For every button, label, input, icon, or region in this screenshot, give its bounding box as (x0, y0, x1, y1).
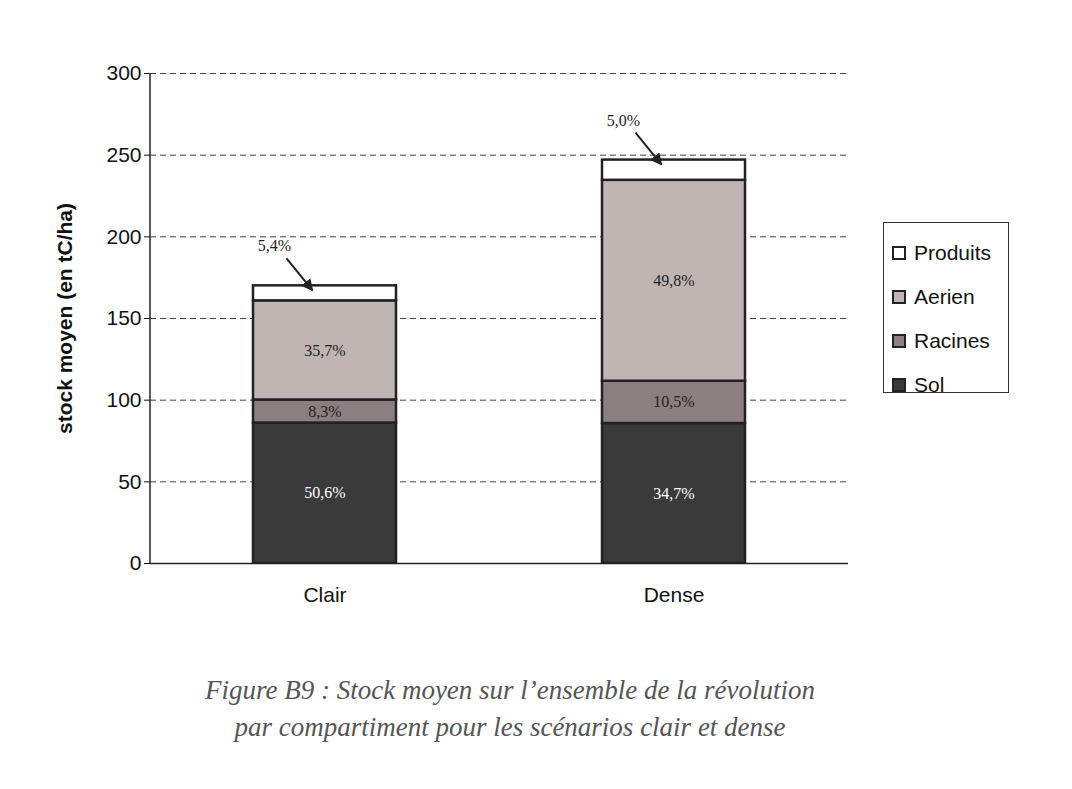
svg-text:5,4%: 5,4% (258, 237, 291, 254)
svg-text:5,0%: 5,0% (607, 112, 640, 129)
svg-text:8,3%: 8,3% (308, 403, 341, 420)
svg-text:Dense: Dense (644, 583, 705, 606)
svg-text:50,6%: 50,6% (304, 484, 345, 501)
html-text:par compartiment pour les scén: par compartiment pour les scénarios clai… (234, 712, 786, 742)
html-text:Figure B9 : Stock moyen sur l’: Figure B9 : Stock moyen sur l’ensemble d… (205, 675, 815, 705)
svg-text:100: 100 (106, 388, 141, 411)
svg-text:Clair: Clair (303, 583, 346, 606)
svg-text:stock moyen (en tC/ha): stock moyen (en tC/ha) (53, 203, 76, 434)
svg-text:0: 0 (130, 551, 142, 574)
html-text:Sol: Sol (914, 373, 945, 396)
svg-text:150: 150 (106, 306, 141, 329)
html-text:Aerien: Aerien (914, 285, 975, 308)
html-text:Produits: Produits (914, 241, 991, 264)
html-text:Racines: Racines (914, 329, 990, 352)
svg-text:250: 250 (106, 143, 141, 166)
svg-text:34,7%: 34,7% (653, 485, 694, 502)
svg-text:10,5%: 10,5% (653, 393, 694, 410)
svg-text:300: 300 (106, 61, 141, 84)
svg-text:200: 200 (106, 225, 141, 248)
svg-text:35,7%: 35,7% (304, 342, 345, 359)
svg-text:50: 50 (118, 470, 141, 493)
svg-text:49,8%: 49,8% (653, 272, 694, 289)
